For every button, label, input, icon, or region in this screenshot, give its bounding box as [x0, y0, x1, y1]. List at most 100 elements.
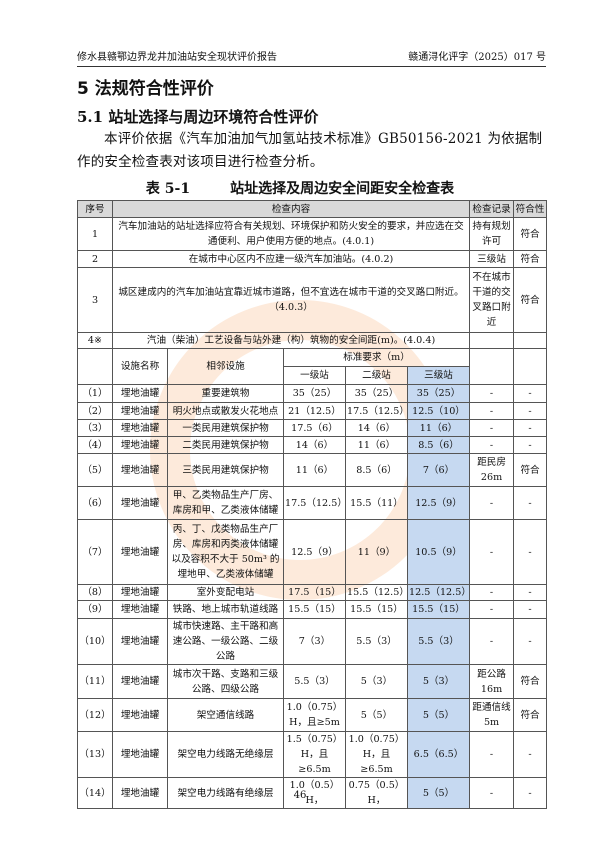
- facility-name: 埋地油罐: [112, 664, 168, 699]
- check-content: 汽车加油站的站址选择应符合有关规划、环境保护和防火安全的要求，并应选在交通便利、…: [111, 217, 471, 251]
- grade-1-distance: 17.5（12.5）: [283, 486, 346, 520]
- grade-3-distance: 6.5（6.5）: [406, 731, 471, 778]
- row-number: （1）: [77, 384, 113, 403]
- grade-1-distance: 15.5（15）: [283, 600, 346, 619]
- blank-cell: [513, 348, 548, 385]
- grade-1-distance: 1.5（0.75）H，且≥6.5m: [283, 731, 346, 778]
- check-record: -: [469, 384, 515, 403]
- grade-3-distance: 12.5（12.5）: [406, 584, 471, 601]
- adjacent-facility: 城市快速路、主干路和高速公路、一级公路、二级公路: [167, 618, 284, 665]
- row-number: （8）: [77, 584, 113, 601]
- adjacent-facility: 铁路、地上城市轨道线路: [167, 600, 284, 619]
- adjacent-facility: 城市次干路、支路和三级公路、四级公路: [167, 664, 284, 699]
- table-row: 2 在城市中心区内不应建一级汽车加油站。(4.0.2) 三级站 符合: [77, 250, 548, 268]
- subheader-grades-row: 一级站 二级站 三级站: [78, 366, 547, 385]
- distance-row: （12） 埋地油罐 架空通信线路 1.0（0.75）H，且≥5m 5（5） 5（5） 距通信…: [77, 698, 548, 732]
- row-number: （6）: [77, 486, 113, 520]
- facility-name: 埋地油罐: [112, 731, 168, 778]
- check-result: 符合: [513, 250, 548, 268]
- grade-3-distance: 5（3）: [406, 664, 471, 699]
- grade-1-distance: 17.5（15）: [283, 584, 346, 601]
- adjacent-facility: 三类民用建筑保护物: [167, 453, 284, 487]
- row-number: （5）: [77, 453, 113, 487]
- grade-3-distance: 11（6）: [406, 419, 471, 437]
- distance-row: （14） 埋地油罐 架空电力线路有绝缘层 1.0（0.5）H， 0.75（0.5）H， 5…: [77, 777, 548, 809]
- distance-row: （4） 埋地油罐 二类民用建筑保护物 14（6） 11（6） 8.5（6） - -: [77, 436, 548, 454]
- check-content: 城区建成内的汽车加油站宜靠近城市道路，但不宜选在城市干道的交叉路口附近。（4.0…: [111, 267, 471, 333]
- check-result: 符合: [513, 453, 548, 487]
- grade-2-distance: 11（9）: [345, 519, 408, 585]
- grade-3-distance: 10.5（9）: [406, 519, 471, 585]
- grade-2-distance: 5（3）: [345, 664, 408, 699]
- row-number: （4）: [77, 436, 113, 454]
- grade-3-distance: 15.5（15）: [406, 600, 471, 619]
- check-result: -: [513, 384, 548, 403]
- check-record: -: [469, 519, 515, 585]
- adjacent-facility: 室外变配电站: [167, 584, 284, 601]
- distance-row: （10） 埋地油罐 城市快速路、主干路和高速公路、一级公路、二级公路 7（3） 5.5（…: [77, 618, 548, 665]
- check-content: 汽油（柴油）工艺设备与站外建（构）筑物的安全间距(m)。(4.0.4): [111, 332, 471, 349]
- check-result: -: [513, 486, 548, 520]
- grade-2-distance: 0.75（0.5）H，: [345, 777, 408, 809]
- facility-name: 埋地油罐: [112, 419, 168, 437]
- grade-2-distance: 1.0（0.75）H，且≥6.5m: [345, 731, 408, 778]
- grade-3: 三级站: [406, 366, 471, 385]
- row-number: 2: [77, 250, 113, 268]
- distance-row: （1） 埋地油罐 重要建筑物 35（25） 35（25） 35（25） - -: [77, 384, 548, 403]
- blank-cell: [469, 348, 515, 385]
- header-report-number: 赣通浔化评字（2025）017 号: [408, 52, 546, 63]
- site-safety-checklist-table: 序号 检查内容 检查记录 符合性 1 汽车加油站的站址选择应符合有关规划、环境保护和防火安…: [77, 200, 548, 809]
- header-report-title: 修水县赣鄂边界龙井加油站安全现状评价报告: [77, 52, 277, 63]
- distance-row: （7） 埋地油罐 丙、丁、戊类物品生产厂房、库房和丙类液体储罐以及容积不大于 50m…: [77, 519, 548, 585]
- check-result: -: [513, 731, 548, 778]
- header-result: 符合性: [513, 200, 548, 218]
- check-content: 在城市中心区内不应建一级汽车加油站。(4.0.2): [111, 250, 471, 268]
- grade-2-distance: 35（25）: [345, 384, 408, 403]
- distance-row: （6） 埋地油罐 甲、乙类物品生产厂房、库房和甲、乙类液体储罐 17.5（12.5） 1…: [77, 486, 548, 520]
- row-number: 4※: [77, 332, 113, 349]
- facility-name: 埋地油罐: [112, 600, 168, 619]
- grade-3-distance: 5（5）: [406, 777, 471, 809]
- row-number: （9）: [77, 600, 113, 619]
- grade-3-distance: 12.5（9）: [406, 486, 471, 520]
- grade-1-distance: 21（12.5）: [283, 402, 346, 420]
- check-result: -: [513, 584, 548, 601]
- distance-row: （8） 埋地油罐 室外变配电站 17.5（15） 15.5（12.5） 12.5（12.5…: [77, 584, 548, 601]
- table-title: 站址选择及周边安全间距安全检查表: [230, 181, 455, 197]
- check-result: -: [513, 402, 548, 420]
- grade-3-distance: 12.5（10）: [406, 402, 471, 420]
- grade-2: 二级站: [345, 366, 408, 385]
- facility-name: 埋地油罐: [112, 436, 168, 454]
- row-number: 3: [77, 267, 113, 333]
- row-number: （7）: [77, 519, 113, 585]
- grade-3-distance: 8.5（6）: [406, 436, 471, 454]
- grade-2-distance: 14（6）: [345, 419, 408, 437]
- grade-1-distance: 1.0（0.75）H，且≥5m: [283, 698, 346, 732]
- header-record: 检查记录: [469, 200, 515, 218]
- row-number: （3）: [77, 419, 113, 437]
- distance-row: （3） 埋地油罐 一类民用建筑保护物 17.5（6） 14（6） 11（6） - -: [77, 419, 548, 437]
- check-result: -: [513, 419, 548, 437]
- page-header: 修水县赣鄂边界龙井加油站安全现状评价报告 赣通浔化评字（2025）017 号: [77, 48, 546, 67]
- facility-name: 埋地油罐: [112, 453, 168, 487]
- table-row: 4※ 汽油（柴油）工艺设备与站外建（构）筑物的安全间距(m)。(4.0.4): [77, 332, 548, 349]
- row-number: （13）: [77, 731, 113, 778]
- header-content: 检查内容: [111, 200, 471, 218]
- distance-row: （11） 埋地油罐 城市次干路、支路和三级公路、四级公路 5.5（3） 5（3） 5（3）…: [77, 664, 548, 699]
- check-record: 不在城市干道的交叉路口附近: [469, 267, 515, 333]
- grade-3-distance: 35（25）: [406, 384, 471, 403]
- check-record: 距通信线5m: [469, 698, 515, 732]
- subheader-row: 设施名称 相邻设施 标准要求（m）: [77, 348, 548, 385]
- check-record: 距公路16m: [469, 664, 515, 699]
- grade-1-distance: 17.5（6）: [283, 419, 346, 437]
- adjacent-facility: 二类民用建筑保护物: [167, 436, 284, 454]
- check-record: -: [469, 419, 515, 437]
- check-record: -: [469, 731, 515, 778]
- row-number: （10）: [77, 618, 113, 665]
- check-record: 持有规划许可: [469, 217, 515, 251]
- header-no: 序号: [77, 200, 113, 218]
- table-row: 1 汽车加油站的站址选择应符合有关规划、环境保护和防火安全的要求，并应选在交通便利…: [77, 217, 548, 251]
- check-result: 符合: [513, 267, 548, 333]
- check-result: [513, 332, 548, 349]
- grade-1-distance: 14（6）: [283, 436, 346, 454]
